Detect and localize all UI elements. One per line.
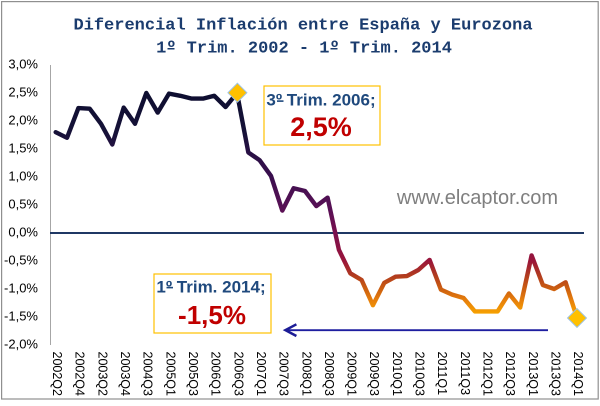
svg-text:1º Trim. 2002 - 1º Trim. 2014: 1º Trim. 2002 - 1º Trim. 2014	[156, 40, 452, 59]
svg-text:2,0%: 2,0%	[8, 113, 38, 128]
svg-text:-1,5%: -1,5%	[4, 309, 38, 324]
svg-text:2005Q1: 2005Q1	[163, 352, 177, 397]
svg-text:2010Q3: 2010Q3	[413, 352, 427, 397]
svg-text:www.elcaptor.com: www.elcaptor.com	[396, 187, 558, 209]
svg-text:1,0%: 1,0%	[8, 169, 38, 184]
svg-text:2005Q3: 2005Q3	[186, 352, 200, 397]
svg-text:2009Q1: 2009Q1	[345, 352, 359, 397]
svg-text:2007Q3: 2007Q3	[277, 352, 291, 397]
svg-text:2004Q3: 2004Q3	[141, 352, 155, 397]
svg-text:2011Q1: 2011Q1	[435, 352, 449, 396]
svg-text:2007Q1: 2007Q1	[254, 352, 268, 397]
svg-text:2006Q3: 2006Q3	[231, 352, 245, 397]
svg-text:-2,0%: -2,0%	[4, 337, 38, 352]
svg-text:-1,0%: -1,0%	[4, 281, 38, 296]
svg-text:2006Q1: 2006Q1	[209, 352, 223, 397]
svg-text:2010Q1: 2010Q1	[390, 352, 404, 397]
svg-text:-1,5%: -1,5%	[178, 300, 246, 330]
svg-text:2,5%: 2,5%	[8, 85, 38, 100]
svg-text:2009Q3: 2009Q3	[367, 352, 381, 397]
svg-text:2014Q1: 2014Q1	[571, 352, 585, 397]
svg-text:2,5%: 2,5%	[290, 112, 352, 142]
svg-text:2003Q4: 2003Q4	[118, 352, 132, 397]
svg-text:3º Trim. 2006;: 3º Trim. 2006;	[266, 91, 375, 110]
svg-text:2002Q4: 2002Q4	[73, 352, 87, 397]
svg-text:2012Q1: 2012Q1	[481, 352, 495, 397]
svg-text:2003Q2: 2003Q2	[95, 352, 109, 397]
svg-text:2008Q3: 2008Q3	[322, 352, 336, 397]
svg-text:Diferencial Inflación entre Es: Diferencial Inflación entre España y Eur…	[73, 17, 532, 36]
svg-text:1º Trim. 2014;: 1º Trim. 2014;	[156, 278, 265, 297]
svg-text:2008Q1: 2008Q1	[299, 352, 313, 397]
svg-text:3,0%: 3,0%	[8, 57, 38, 72]
svg-text:2002Q2: 2002Q2	[50, 352, 64, 397]
svg-text:0,5%: 0,5%	[8, 197, 38, 212]
svg-text:1,5%: 1,5%	[8, 141, 38, 156]
svg-text:2011Q3: 2011Q3	[458, 352, 472, 396]
svg-text:2012Q3: 2012Q3	[503, 352, 517, 397]
svg-text:0,0%: 0,0%	[8, 225, 38, 240]
svg-text:-0,5%: -0,5%	[4, 253, 38, 268]
svg-text:2013Q1: 2013Q1	[526, 352, 540, 397]
svg-text:2013Q3: 2013Q3	[549, 352, 563, 397]
